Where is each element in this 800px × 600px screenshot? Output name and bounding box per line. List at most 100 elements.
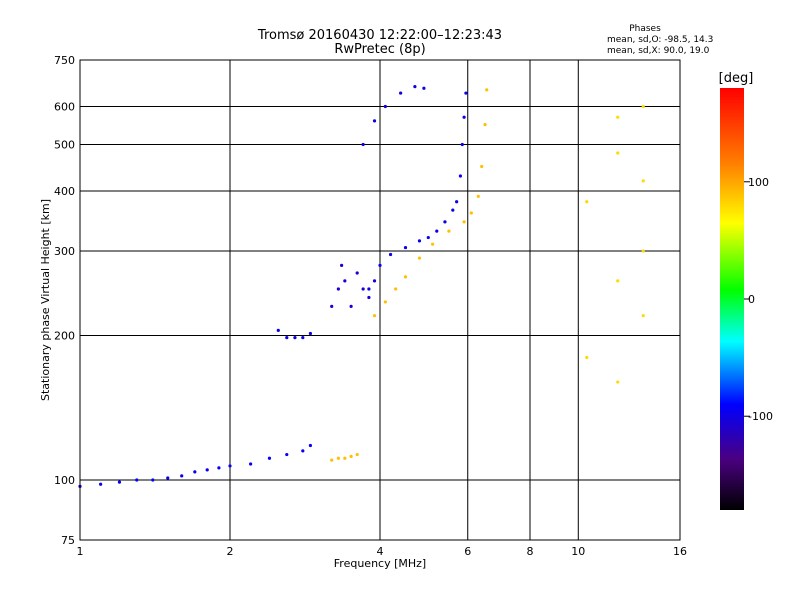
echo-point	[349, 454, 353, 459]
x-tick-label: 4	[377, 545, 384, 558]
echo-point	[372, 279, 377, 283]
x-tick-label: 8	[527, 545, 534, 558]
phases-x-stats: mean, sd,X: 90.0, 19.0	[607, 46, 710, 56]
echo-point	[480, 164, 484, 169]
trace	[330, 263, 377, 309]
echo-point	[426, 235, 430, 240]
echo-point	[205, 468, 209, 472]
echo-point	[476, 194, 480, 198]
echo-point	[616, 115, 620, 119]
echo-point	[330, 304, 334, 309]
echo-point	[616, 151, 620, 155]
x-tick-label: 1	[77, 545, 84, 558]
echo-point	[340, 263, 344, 267]
echo-point	[383, 300, 387, 304]
echo-point	[301, 336, 305, 340]
echo-point	[403, 245, 408, 250]
echo-point	[355, 452, 359, 457]
echo-point	[616, 380, 620, 384]
plot-frame	[79, 59, 681, 541]
echo-point	[355, 271, 359, 275]
phases-heading: Phases	[629, 24, 661, 34]
echo-point	[372, 119, 377, 123]
echo-point	[641, 314, 645, 318]
colorbar-tick-label: -100	[748, 410, 773, 423]
trace	[361, 85, 426, 147]
echo-point	[417, 239, 422, 243]
echo-point	[585, 355, 589, 360]
echo-point	[403, 275, 408, 279]
trace	[78, 443, 313, 488]
echo-point	[349, 304, 353, 309]
echo-point	[417, 256, 422, 260]
y-tick-label: 750	[54, 54, 75, 67]
x-tick-label: 6	[464, 545, 471, 558]
echo-point	[585, 200, 589, 204]
echo-point	[301, 449, 305, 453]
data-points	[78, 85, 645, 488]
echo-point	[483, 123, 487, 127]
echo-point	[641, 104, 645, 109]
echo-point	[276, 328, 280, 332]
echo-point	[435, 229, 439, 233]
echo-point	[343, 456, 347, 460]
echo-point	[469, 211, 473, 215]
trace	[367, 91, 468, 291]
echo-point	[372, 314, 377, 318]
echo-point	[464, 91, 468, 95]
echo-point	[217, 466, 221, 470]
y-tick-label: 75	[61, 534, 75, 547]
x-tick-label: 2	[227, 545, 234, 558]
echo-point	[443, 220, 447, 224]
echo-point	[99, 482, 103, 486]
echo-point	[367, 295, 371, 300]
colorbar	[720, 88, 744, 510]
y-axis-label: Stationary phase Virtual Height [km]	[39, 199, 52, 401]
echo-point	[228, 464, 232, 468]
chart-subtitle: RwPretec (8p)	[334, 42, 425, 57]
echo-point	[460, 142, 464, 147]
echo-point	[458, 174, 463, 178]
colorbar-tick-label: 100	[748, 176, 769, 189]
echo-point	[641, 179, 645, 183]
echo-point	[378, 263, 382, 267]
echo-point	[447, 229, 451, 233]
echo-point	[343, 279, 347, 283]
echo-point	[383, 104, 387, 109]
echo-point	[413, 85, 417, 89]
echo-point	[336, 456, 340, 460]
echo-point	[462, 115, 466, 119]
echo-point	[285, 336, 289, 340]
x-tick-label: 10	[571, 545, 585, 558]
y-tick-label: 600	[54, 101, 75, 114]
trace	[330, 452, 359, 462]
echo-point	[485, 88, 489, 92]
colorbar-label: [deg]	[719, 71, 754, 86]
echo-point	[455, 200, 459, 204]
grid-lines	[79, 59, 681, 541]
trace	[585, 104, 645, 384]
echo-point	[308, 443, 313, 448]
echo-point	[367, 287, 371, 291]
echo-point	[641, 249, 645, 253]
trace	[372, 88, 489, 318]
chart-title: Tromsø 20160430 12:22:00–12:23:43	[257, 28, 502, 43]
axis-ticks: 1 2 4 6 8 10 16 75 100 200 300 400 500 600 750	[54, 54, 687, 558]
echo-point	[330, 458, 334, 462]
y-tick-label: 300	[54, 245, 75, 258]
echo-point	[451, 208, 455, 212]
echo-point	[285, 452, 289, 457]
echo-point	[249, 462, 253, 466]
echo-point	[293, 336, 297, 340]
y-tick-label: 400	[54, 185, 75, 198]
echo-point	[422, 86, 426, 90]
colorbar-tick-label: 0	[748, 293, 755, 306]
echo-point	[462, 220, 466, 224]
echo-point	[336, 287, 340, 291]
x-tick-label: 16	[673, 545, 687, 558]
echo-point	[267, 456, 272, 460]
echo-point	[308, 331, 313, 336]
echo-point	[361, 287, 365, 291]
echo-point	[399, 91, 403, 95]
